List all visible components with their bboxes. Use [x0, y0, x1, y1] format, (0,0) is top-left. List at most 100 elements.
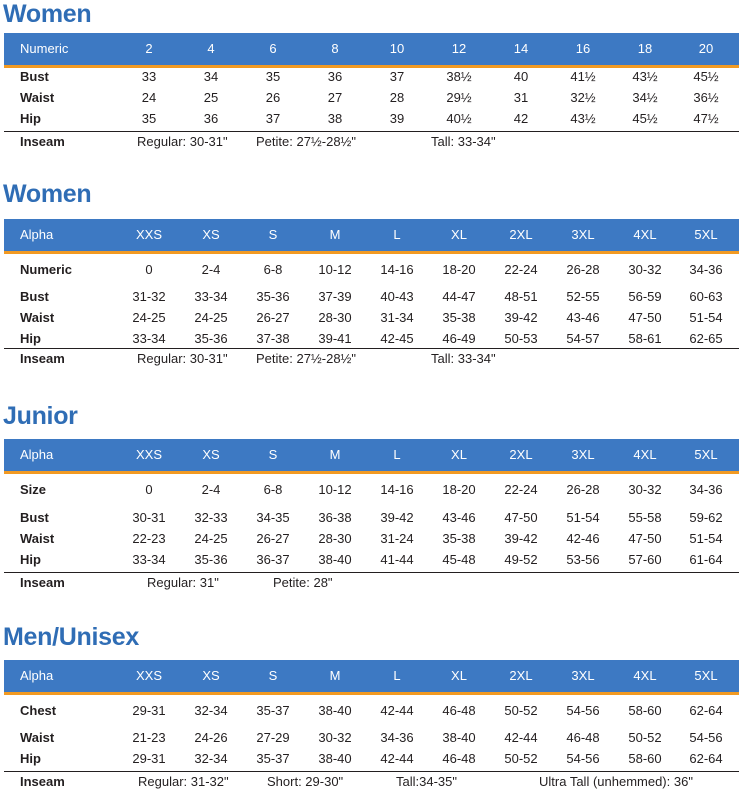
- table-cell: 0: [145, 262, 153, 277]
- table-cell: 45½: [632, 111, 658, 126]
- table-cell: 18-20: [442, 482, 476, 497]
- table-cell: 35-37: [256, 751, 290, 766]
- column-header: 5XL: [694, 668, 718, 683]
- column-header: 5XL: [694, 447, 718, 462]
- table-cell: 41½: [570, 69, 596, 84]
- column-header: 4XL: [633, 668, 657, 683]
- table-cell: 42-44: [380, 703, 414, 718]
- table-cell: 39-42: [504, 310, 538, 325]
- table-row: Hip 33-34 35-36 37-38 39-41 42-45 46-49 50-53 54…: [4, 329, 739, 349]
- header-label: Alpha: [20, 447, 54, 462]
- table-cell: 44-47: [442, 289, 476, 304]
- table-cell: 47-50: [628, 310, 662, 325]
- table-cell: 32-34: [194, 751, 228, 766]
- table-header: Alpha XXS XS S M L XL 2XL 3XL 4XL 5XL: [4, 219, 739, 254]
- table-cell: 18-20: [442, 262, 476, 277]
- table-cell: 35: [265, 69, 281, 84]
- column-header: 12: [451, 41, 467, 56]
- column-header: XXS: [135, 668, 163, 683]
- column-header: 3XL: [571, 447, 595, 462]
- table-cell: 62-64: [689, 751, 723, 766]
- table-cell: 45½: [693, 69, 719, 84]
- inseam-row: Inseam Regular: 31" Petite: 28": [4, 572, 739, 595]
- table-cell: 27-29: [256, 730, 290, 745]
- table-cell: 42-44: [504, 730, 538, 745]
- table-cell: 47-50: [504, 510, 538, 525]
- inseam-note: Petite: 28": [273, 575, 333, 590]
- table-cell: 35-36: [194, 552, 228, 567]
- table-cell: 38-40: [318, 751, 352, 766]
- table-cell: 31: [513, 90, 529, 105]
- row-label: Waist: [20, 90, 55, 105]
- table-cell: 43½: [570, 111, 596, 126]
- header-label: Numeric: [20, 41, 69, 56]
- inseam-note: Regular: 30-31": [137, 134, 228, 149]
- table-cell: 54-56: [689, 730, 723, 745]
- table-cell: 22-23: [132, 531, 166, 546]
- table-cell: 36-38: [318, 510, 352, 525]
- column-header: 20: [698, 41, 714, 56]
- table-cell: 26-27: [256, 531, 290, 546]
- inseam-label: Inseam: [20, 351, 65, 366]
- table-cell: 56-59: [628, 289, 662, 304]
- table-row: Hip 33-34 35-36 36-37 38-40 41-44 45-48 49-52 53…: [4, 550, 739, 570]
- table-cell: 27: [327, 90, 343, 105]
- column-header: L: [393, 668, 401, 683]
- column-header: 18: [637, 41, 653, 56]
- column-header: M: [329, 227, 341, 242]
- column-header: 2XL: [509, 447, 533, 462]
- table-cell: 42-44: [380, 751, 414, 766]
- column-header: L: [393, 447, 401, 462]
- table-cell: 43-46: [442, 510, 476, 525]
- table-cell: 2-4: [201, 262, 221, 277]
- table-title: Junior: [3, 402, 78, 430]
- column-header: XS: [202, 447, 220, 462]
- column-header: 4XL: [633, 227, 657, 242]
- table-cell: 50-52: [504, 751, 538, 766]
- table-cell: 34-35: [256, 510, 290, 525]
- table-cell: 37-38: [256, 331, 290, 346]
- column-header: L: [393, 227, 401, 242]
- header-label: Alpha: [20, 668, 54, 683]
- column-header: 5XL: [694, 227, 718, 242]
- inseam-label: Inseam: [20, 774, 65, 789]
- table-cell: 26-28: [566, 482, 600, 497]
- table-cell: 32-33: [194, 510, 228, 525]
- inseam-note: Ultra Tall (unhemmed): 36": [539, 774, 693, 789]
- table-cell: 32½: [570, 90, 596, 105]
- inseam-note: Regular: 31-32": [138, 774, 229, 789]
- table-cell: 30-32: [318, 730, 352, 745]
- table-cell: 25: [203, 90, 219, 105]
- table-row: Waist 24-25 24-25 26-27 28-30 31-34 35-38 39-42…: [4, 308, 739, 328]
- table-cell: 52-55: [566, 289, 600, 304]
- table-cell: 24: [141, 90, 157, 105]
- column-header: XS: [202, 227, 220, 242]
- table-cell: 6-8: [263, 482, 283, 497]
- table-cell: 30-32: [628, 262, 662, 277]
- table-cell: 21-23: [132, 730, 166, 745]
- table-row: Chest 29-31 32-34 35-37 38-40 42-44 46-48 50-52…: [4, 701, 739, 721]
- table-cell: 62-64: [689, 703, 723, 718]
- table-row: Numeric 0 2-4 6-8 10-12 14-16 18-20 22-24 26-28 3…: [4, 260, 739, 280]
- table-cell: 37-39: [318, 289, 352, 304]
- table-cell: 36½: [693, 90, 719, 105]
- table-cell: 6-8: [263, 262, 283, 277]
- table-cell: 58-60: [628, 751, 662, 766]
- table-row: Bust 33 34 35 36 37 38½ 40 41½ 43½ 45½: [4, 67, 739, 87]
- table-cell: 22-24: [504, 482, 538, 497]
- table-cell: 49-52: [504, 552, 538, 567]
- table-title: Women: [3, 0, 92, 28]
- table-cell: 26-28: [566, 262, 600, 277]
- table-cell: 22-24: [504, 262, 538, 277]
- row-label: Numeric: [20, 262, 73, 277]
- table-cell: 61-64: [689, 552, 723, 567]
- column-header: 2XL: [509, 668, 533, 683]
- column-header: 4: [207, 41, 215, 56]
- column-header: S: [268, 668, 278, 683]
- table-cell: 39-42: [504, 531, 538, 546]
- table-cell: 33-34: [132, 331, 166, 346]
- table-cell: 42-45: [380, 331, 414, 346]
- table-cell: 24-26: [194, 730, 228, 745]
- column-header: S: [268, 447, 278, 462]
- table-cell: 39: [389, 111, 405, 126]
